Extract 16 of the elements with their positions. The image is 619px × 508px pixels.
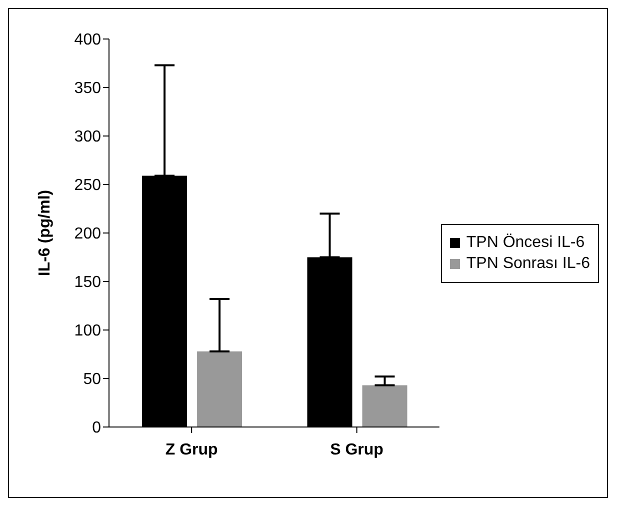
y-tick-label: 50 <box>83 371 102 388</box>
y-tick-label: 150 <box>74 274 102 292</box>
y-axis-title: IL-6 (pg/ml) <box>36 190 54 276</box>
y-tick-label: 400 <box>74 32 102 49</box>
y-tick-label: 200 <box>74 226 102 243</box>
y-tick-label: 350 <box>74 80 102 98</box>
x-tick-label: S Grup <box>330 441 384 458</box>
y-tick-label: 250 <box>74 177 102 194</box>
bar <box>197 351 242 427</box>
bar <box>362 385 408 427</box>
x-tick-label: Z Grup <box>165 441 218 458</box>
y-tick-label: 100 <box>74 322 102 340</box>
y-tick-label: 0 <box>92 420 102 437</box>
legend-label: TPN Sonrası IL-6 <box>466 254 590 272</box>
y-tick-label: 300 <box>74 128 102 146</box>
legend-label: TPN Öncesi IL-6 <box>466 234 585 252</box>
